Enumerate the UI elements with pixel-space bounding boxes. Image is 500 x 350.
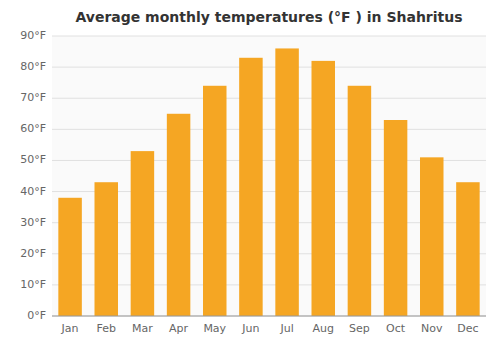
x-tick-label: Dec — [457, 322, 478, 335]
chart-svg: 0°F 10°F 20°F 30°F 40°F 50°F 60°F 70°F 80°F 90°F J… — [0, 0, 500, 350]
grid-line — [52, 129, 486, 130]
plot-background — [52, 36, 486, 316]
bar — [384, 120, 408, 316]
x-tick-label: Aug — [313, 322, 334, 335]
y-tick-label: 70°F — [20, 91, 46, 104]
y-tick-label: 0°F — [27, 309, 46, 322]
x-tick-label: Jun — [241, 322, 259, 335]
y-tick-label: 20°F — [20, 247, 46, 260]
bar — [58, 198, 82, 316]
x-tick-label: Sep — [349, 322, 370, 335]
bar — [131, 151, 155, 316]
y-tick-label: 40°F — [20, 185, 46, 198]
y-axis: 0°F 10°F 20°F 30°F 40°F 50°F 60°F 70°F 80°F 90°F — [20, 29, 46, 322]
bars — [58, 48, 479, 316]
title: Average monthly temperatures (°F ) in Sh… — [75, 9, 462, 25]
grid-line — [52, 36, 486, 37]
chart-container: 0°F 10°F 20°F 30°F 40°F 50°F 60°F 70°F 80°F 90°F J… — [0, 0, 500, 350]
page: {"chart_data": {"type": "bar", "title": … — [0, 0, 500, 350]
y-tick-label: 60°F — [20, 122, 46, 135]
x-tick-label: Jan — [61, 322, 79, 335]
y-tick-label: 80°F — [20, 60, 46, 73]
bar — [167, 114, 191, 316]
x-axis-line — [52, 316, 486, 317]
y-tick-label: 50°F — [20, 153, 46, 166]
bar — [348, 86, 372, 316]
x-tick-label: Mar — [132, 322, 153, 335]
bar — [420, 157, 444, 316]
grid — [52, 36, 486, 316]
x-tick-label: May — [203, 322, 226, 335]
y-tick-label: 30°F — [20, 216, 46, 229]
y-tick-label: 10°F — [20, 278, 46, 291]
grid-line — [52, 98, 486, 99]
bar — [203, 86, 227, 316]
grid-line — [52, 316, 486, 317]
bar — [239, 58, 263, 316]
bar — [456, 182, 480, 316]
x-tick-label: Jul — [279, 322, 293, 335]
x-axis: Jan Feb Mar Apr May Jun Jul Aug Sep Oct Nov Dec — [52, 316, 486, 335]
x-tick-label: Oct — [386, 322, 406, 335]
grid-line — [52, 67, 486, 68]
bar — [275, 48, 299, 316]
y-tick-label: 90°F — [20, 29, 46, 42]
x-tick-label: Nov — [421, 322, 443, 335]
bar — [311, 61, 335, 316]
x-tick-label: Feb — [97, 322, 116, 335]
x-tick-label: Apr — [169, 322, 189, 335]
bar — [94, 182, 118, 316]
